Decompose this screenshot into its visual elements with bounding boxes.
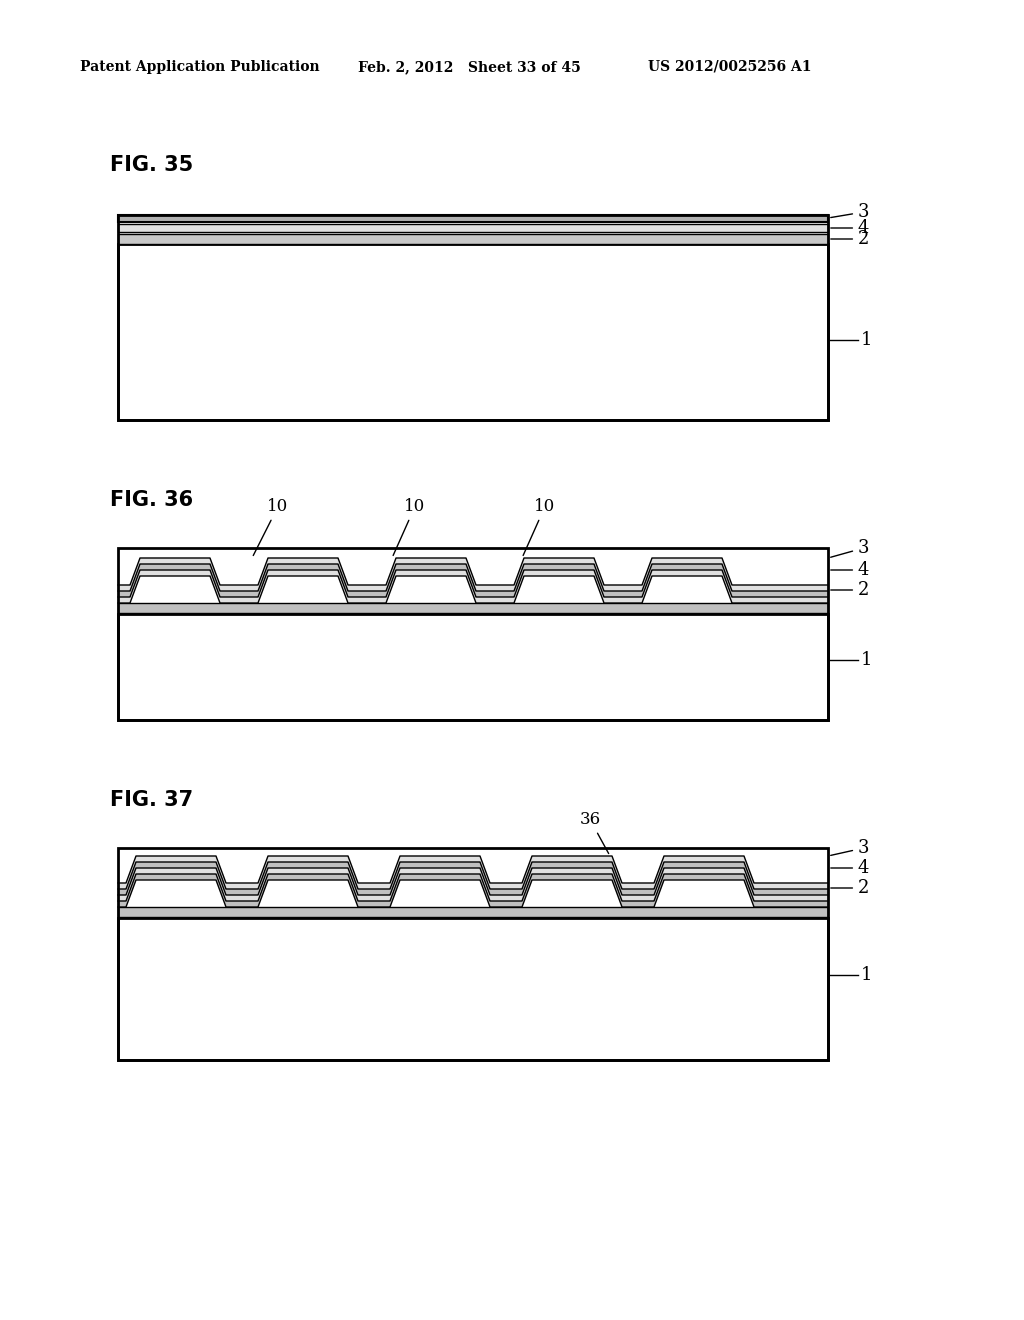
Text: FIG. 37: FIG. 37 bbox=[110, 789, 194, 810]
Text: 1: 1 bbox=[861, 331, 872, 348]
Text: FIG. 36: FIG. 36 bbox=[110, 490, 194, 510]
Bar bbox=[118, 215, 828, 222]
Text: 2: 2 bbox=[830, 581, 869, 599]
Text: 2: 2 bbox=[830, 230, 869, 248]
Text: 3: 3 bbox=[830, 539, 869, 557]
Polygon shape bbox=[118, 869, 828, 902]
Polygon shape bbox=[118, 862, 828, 895]
Bar bbox=[118, 244, 828, 420]
Bar bbox=[118, 234, 828, 244]
Bar bbox=[118, 614, 828, 719]
Text: Feb. 2, 2012   Sheet 33 of 45: Feb. 2, 2012 Sheet 33 of 45 bbox=[358, 59, 581, 74]
Text: 3: 3 bbox=[830, 840, 869, 857]
Bar bbox=[118, 215, 828, 420]
Text: 1: 1 bbox=[861, 651, 872, 669]
Bar bbox=[118, 847, 828, 1060]
Bar bbox=[118, 548, 828, 719]
Text: 10: 10 bbox=[393, 498, 426, 556]
Bar bbox=[118, 917, 828, 1060]
Text: 1: 1 bbox=[861, 966, 872, 983]
Text: 10: 10 bbox=[523, 498, 556, 556]
Text: 10: 10 bbox=[253, 498, 289, 556]
Text: FIG. 35: FIG. 35 bbox=[110, 154, 194, 176]
Bar bbox=[118, 603, 828, 612]
Polygon shape bbox=[118, 564, 828, 597]
Text: Patent Application Publication: Patent Application Publication bbox=[80, 59, 319, 74]
Text: 2: 2 bbox=[830, 879, 869, 898]
Polygon shape bbox=[118, 874, 828, 907]
Text: 4: 4 bbox=[830, 219, 869, 238]
Text: 4: 4 bbox=[830, 859, 869, 876]
Polygon shape bbox=[118, 558, 828, 591]
Text: 4: 4 bbox=[830, 561, 869, 579]
Polygon shape bbox=[118, 855, 828, 888]
Polygon shape bbox=[118, 570, 828, 603]
Text: 36: 36 bbox=[580, 810, 608, 854]
Text: US 2012/0025256 A1: US 2012/0025256 A1 bbox=[648, 59, 811, 74]
Text: 3: 3 bbox=[830, 203, 869, 220]
Bar bbox=[118, 907, 828, 917]
Bar bbox=[118, 224, 828, 232]
